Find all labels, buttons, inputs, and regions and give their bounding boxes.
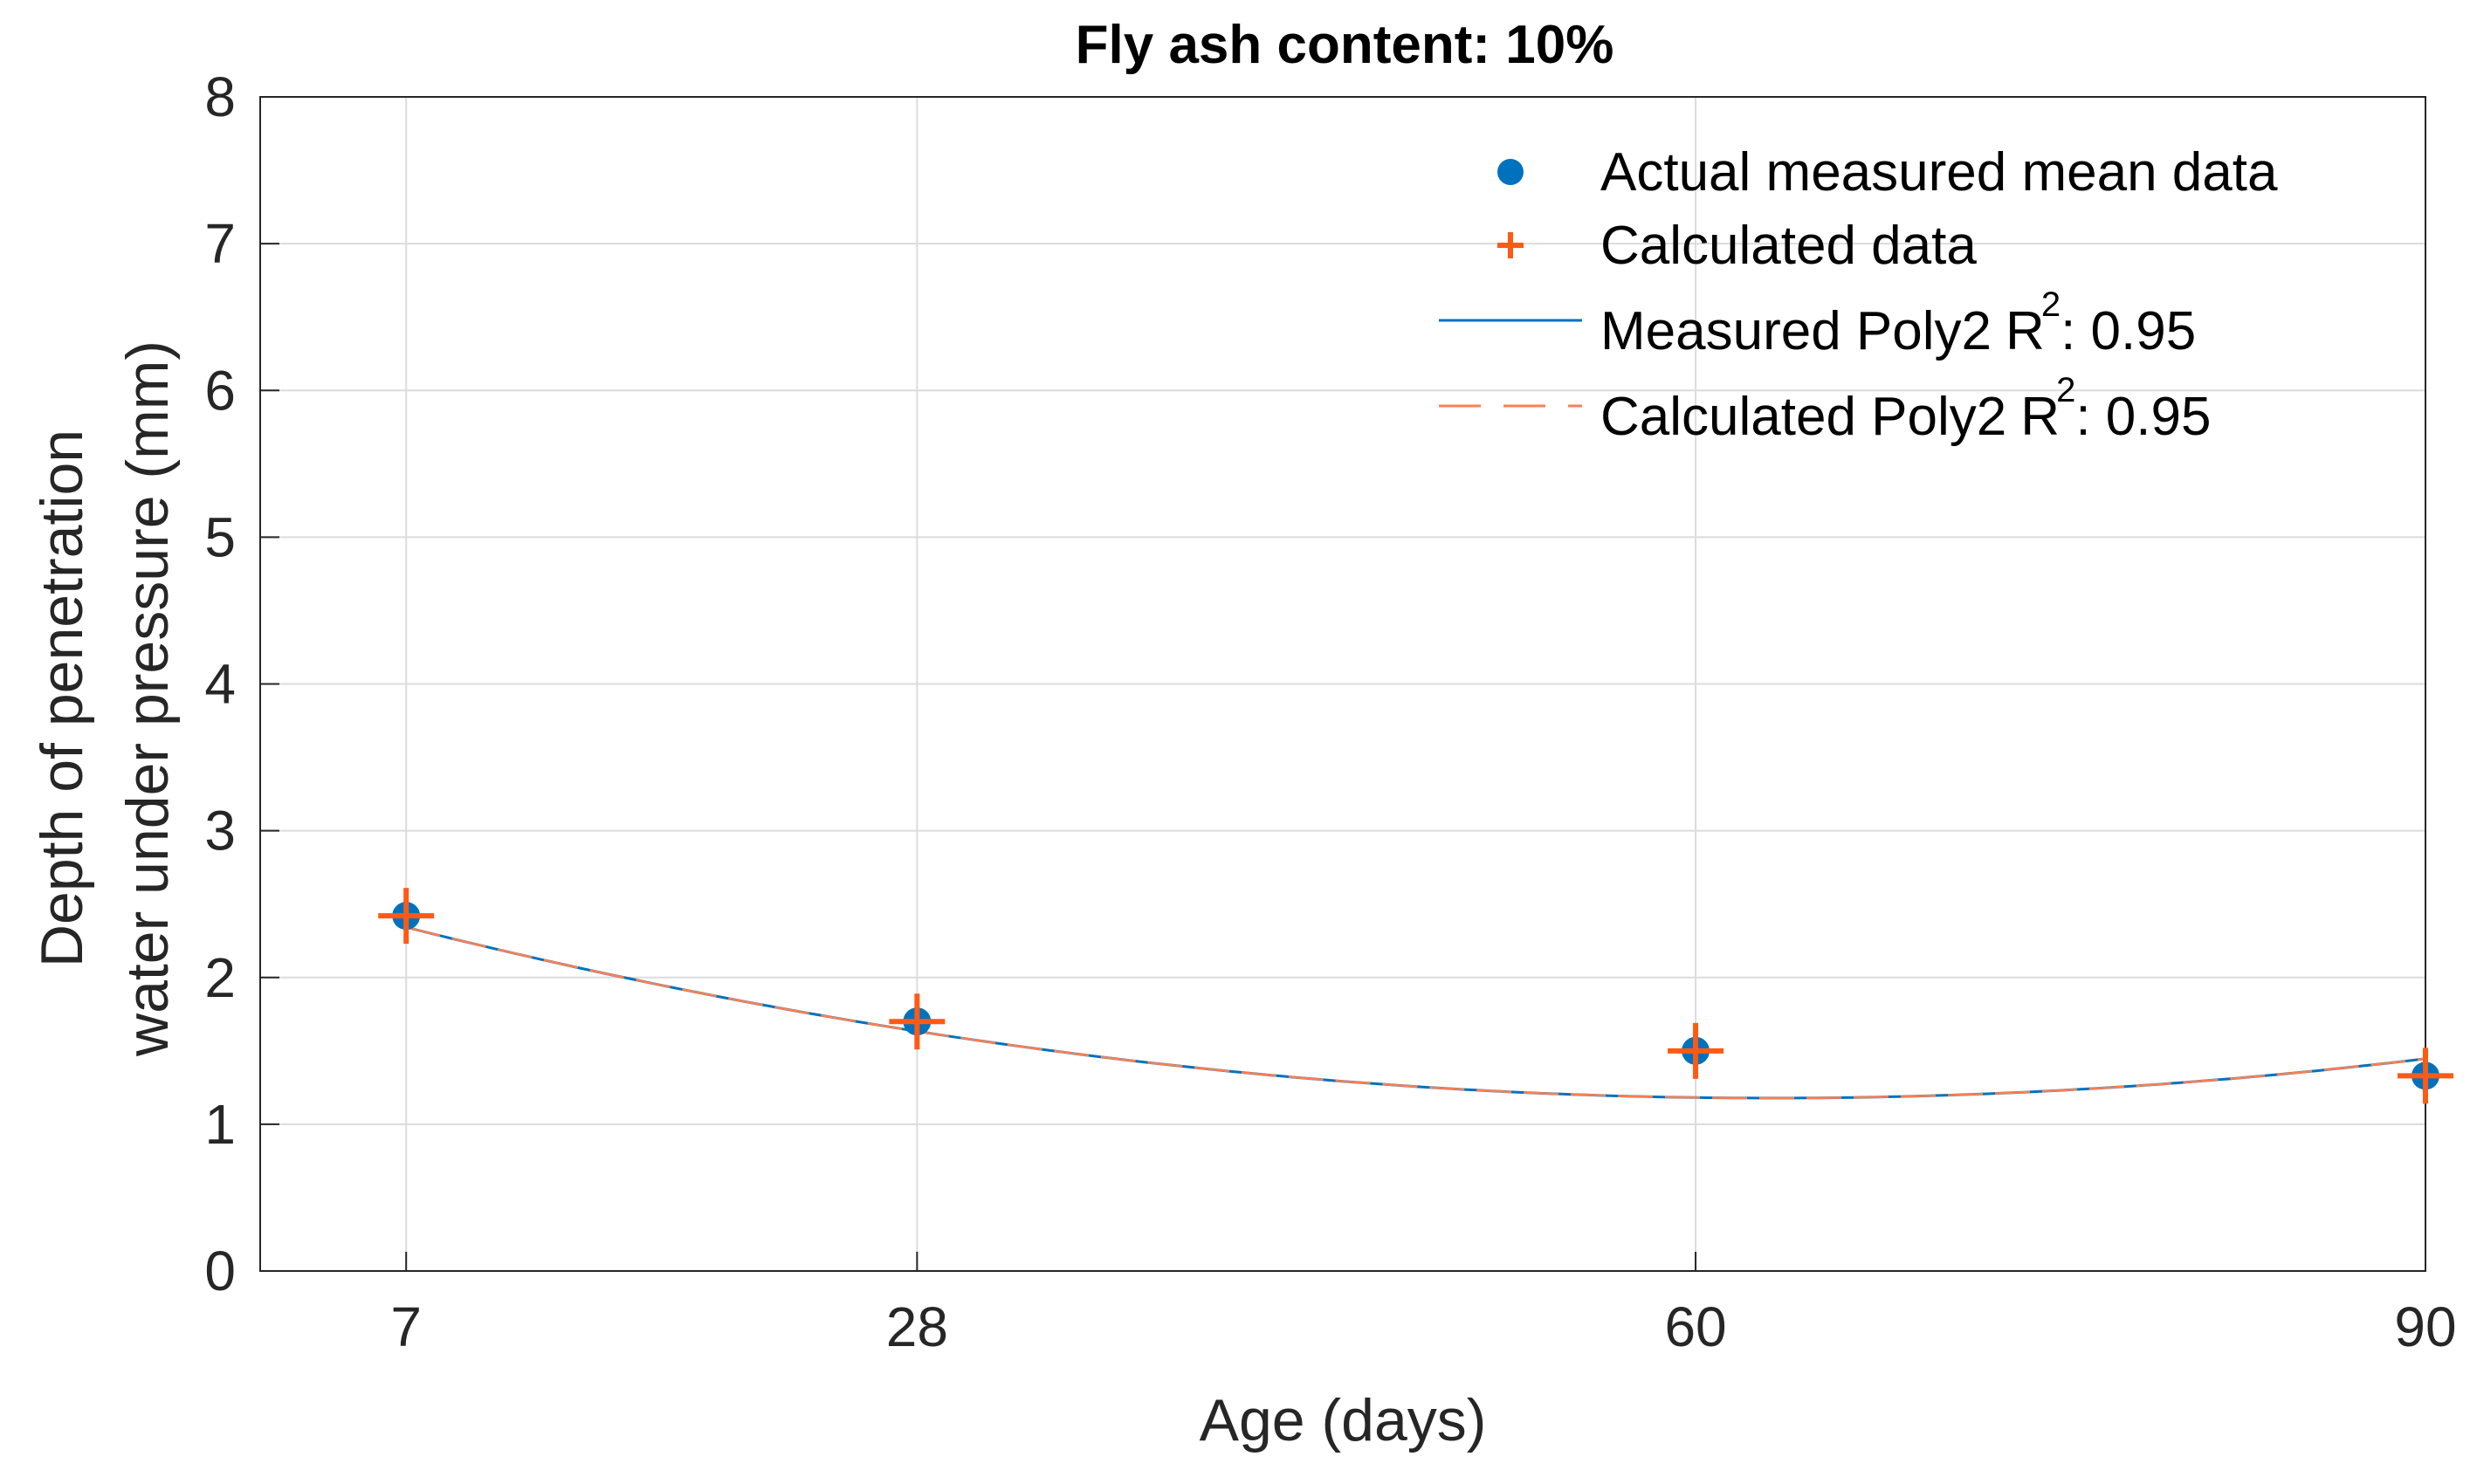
- calculated-point-60: [1668, 1022, 1724, 1079]
- calculated-point-90: [2398, 1048, 2453, 1104]
- legend-label-calculated-fit: Calculated Poly2 R2: 0.95: [1600, 371, 2211, 447]
- y-axis-label: Depth of penetration water under pressur…: [29, 340, 181, 1057]
- x-tick-label-90: 90: [2394, 1295, 2456, 1358]
- y-axis-label-line1: Depth of penetration: [29, 429, 95, 967]
- legend-calculated-fit-name: Calculated Poly2: [1600, 387, 2006, 447]
- legend: Actual measured mean data Calculated dat…: [1439, 142, 2278, 447]
- legend-label-actual: Actual measured mean data: [1600, 142, 2278, 203]
- y-tick-label-3: 3: [204, 800, 236, 862]
- y-tick-label-6: 6: [204, 359, 236, 422]
- legend-calculated-fit-r: R: [2020, 387, 2060, 447]
- y-tick-label-5: 5: [204, 505, 236, 568]
- y-tick-label-8: 8: [204, 65, 236, 128]
- legend-label-calculated: Calculated data: [1600, 216, 1977, 276]
- legend-calculated-fit-exponent: 2: [2056, 371, 2075, 409]
- axis-ticks: 0 1 2 3 4 5 6 7 8 7 28 60 90: [204, 65, 2456, 1358]
- x-axis-label: Age (days): [1200, 1387, 1487, 1453]
- calculated-fit-line: [405, 926, 2426, 1100]
- x-tick-label-60: 60: [1664, 1295, 1726, 1358]
- series-layer: [378, 888, 2453, 1104]
- legend-calculated-fit-r2: : 0.95: [2075, 387, 2211, 447]
- y-tick-label-0: 0: [204, 1240, 236, 1302]
- legend-marker-calculated: [1497, 232, 1524, 258]
- legend-measured-fit-exponent: 2: [2041, 285, 2061, 324]
- legend-measured-fit-name: Measured Poly2: [1600, 301, 1992, 361]
- calculated-point-7: [378, 888, 435, 945]
- y-axis-label-line2: water under pressure (mm): [114, 340, 181, 1057]
- legend-label-measured-fit: Measured Poly2 R2: 0.95: [1600, 285, 2196, 361]
- x-tick-label-28: 28: [886, 1295, 948, 1358]
- legend-measured-fit-r2: : 0.95: [2061, 301, 2196, 361]
- calculated-point-28: [889, 993, 946, 1050]
- x-tick-label-7: 7: [390, 1295, 422, 1358]
- legend-measured-fit-r: R: [2006, 301, 2045, 361]
- y-tick-label-4: 4: [204, 653, 236, 716]
- y-tick-label-1: 1: [204, 1093, 236, 1156]
- legend-marker-actual: [1497, 159, 1524, 185]
- chart-title: Fly ash content: 10%: [1076, 15, 1614, 75]
- y-tick-label-2: 2: [204, 946, 236, 1009]
- y-tick-label-7: 7: [204, 212, 236, 275]
